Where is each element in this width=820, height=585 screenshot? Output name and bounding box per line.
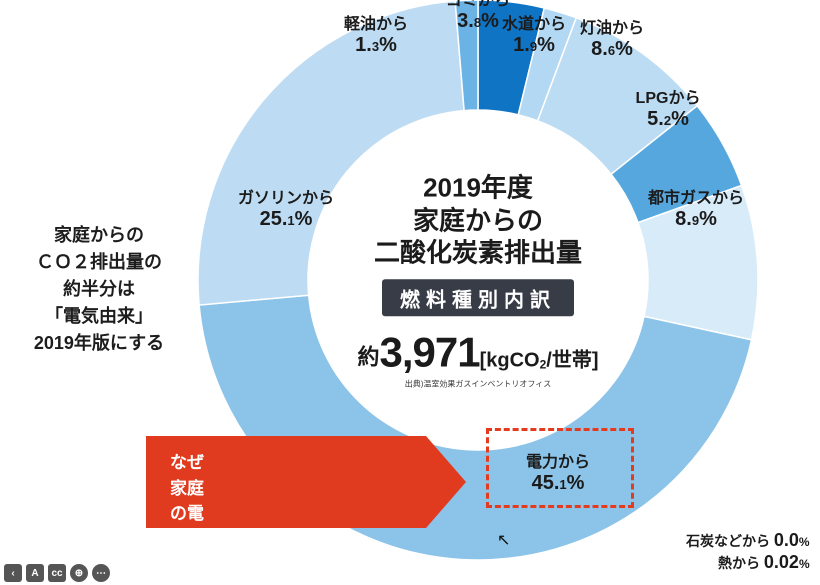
approx-label: 約 (357, 344, 379, 369)
center-total: 約3,971[kgCO2/世帯] (313, 328, 643, 376)
more-icon[interactable]: ⋯ (92, 564, 110, 582)
outside-label-heat: 熱から 0.02% (718, 552, 810, 573)
center-source: 出典)温室効果ガスインベントリオフィス (313, 378, 643, 389)
highlight-box (486, 428, 634, 508)
label-gasoline: ガソリンから25.1% (236, 190, 336, 230)
label-diesel: 軽油から1.3% (326, 16, 426, 56)
label-citygas: 都市ガスから8.9% (646, 190, 746, 230)
total-unit: [kgCO2/世帯] (480, 349, 599, 371)
total-value: 3,971 (380, 328, 480, 375)
cursor-icon: ↖ (497, 530, 510, 550)
add-icon[interactable]: ⊕ (70, 564, 88, 582)
label-kerosene: 灯油から8.6% (562, 20, 662, 60)
cc-icon[interactable]: cc (48, 564, 66, 582)
left-caption: 家庭からの ＣＯ２排出量の 約半分は 「電気由来」 2019年版にする (14, 222, 184, 357)
center-line2: 家庭からの (313, 204, 643, 237)
outside-label-coal: 石炭などから 0.0% (686, 530, 810, 551)
callout-text: なぜ家庭の電気から 多くのＣＯ２を排出 しているのでしょう？ (170, 450, 204, 585)
label-lpg: LPGから5.2% (618, 90, 718, 130)
a-icon[interactable]: A (26, 564, 44, 582)
center-line1: 2019年度 (313, 171, 643, 204)
center-line3: 二酸化炭素排出量 (313, 236, 643, 269)
bottom-toolbar: ‹ A cc ⊕ ⋯ (4, 564, 110, 582)
prev-icon[interactable]: ‹ (4, 564, 22, 582)
chart-center: 2019年度 家庭からの 二酸化炭素排出量 燃料種別内訳 約3,971[kgCO… (313, 171, 643, 389)
center-ribbon: 燃料種別内訳 (382, 279, 574, 316)
